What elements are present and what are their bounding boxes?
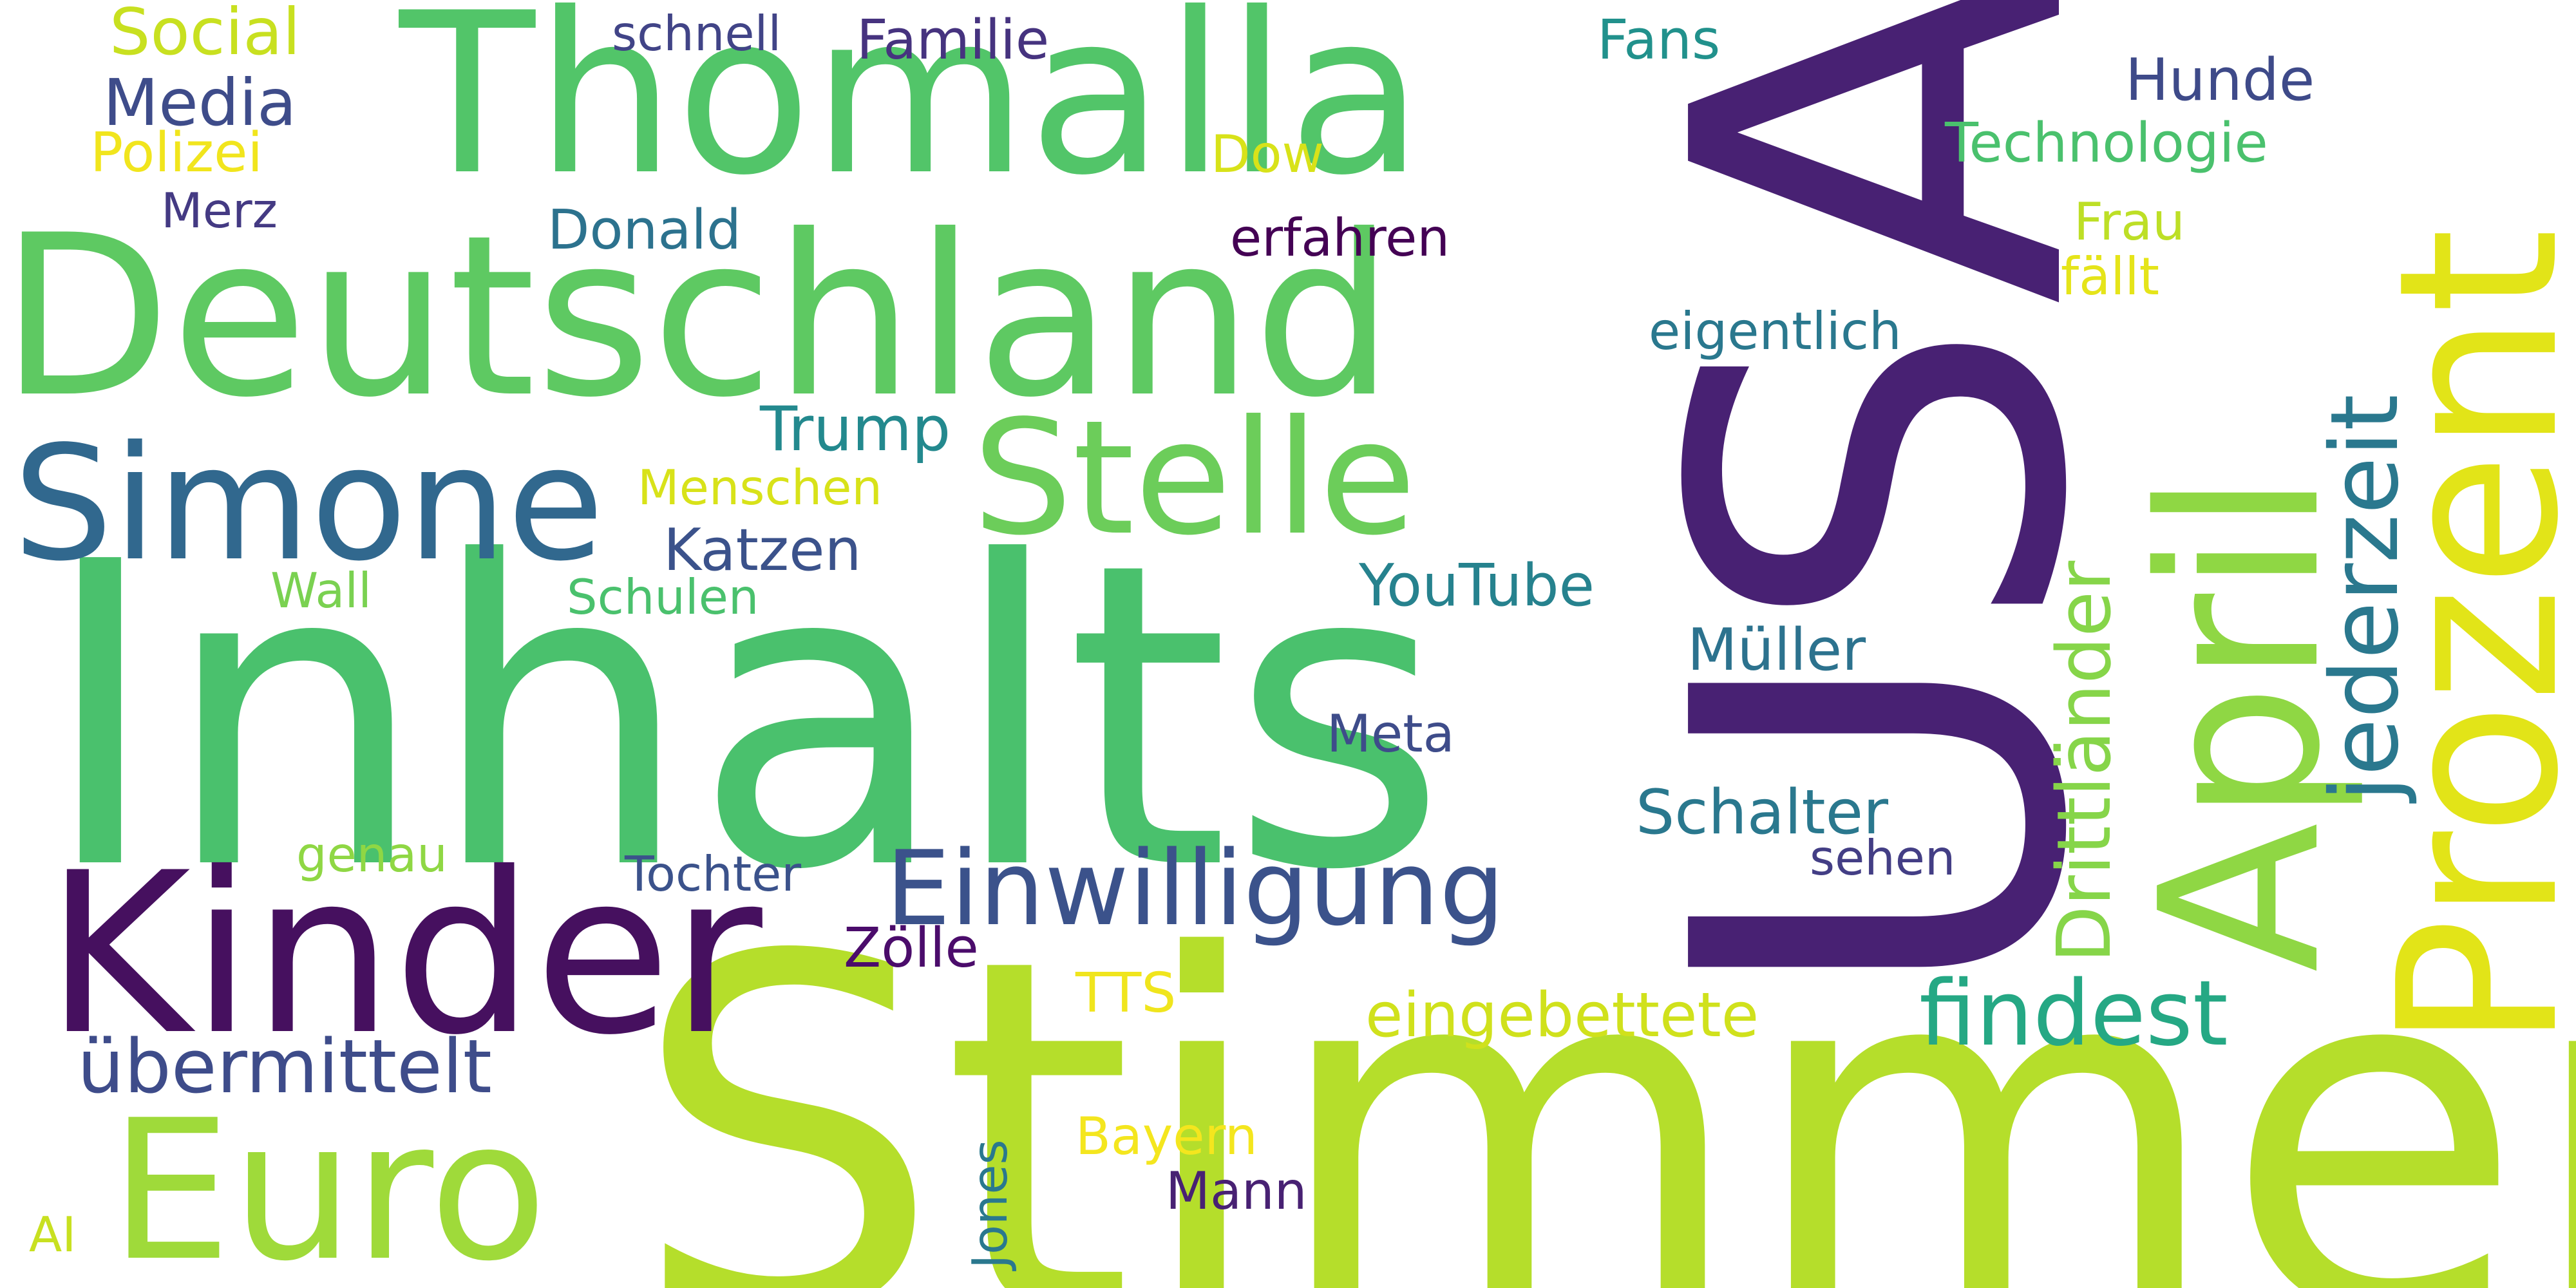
word-jones: Jones — [961, 1139, 1018, 1269]
word-stelle: Stelle — [972, 386, 1417, 570]
word-polizei: Polizei — [90, 121, 263, 185]
word-kinder: Kinder — [45, 826, 762, 1084]
word-simone: Simone — [13, 412, 605, 596]
word-genau: genau — [296, 826, 448, 883]
word-menschen: Menschen — [638, 459, 882, 516]
word-media: Media — [103, 65, 297, 140]
word-eigentlich: eigentlich — [1649, 301, 1902, 361]
word-sehen: sehen — [1810, 829, 1956, 886]
word-wall: Wall — [270, 562, 372, 619]
word-schalter: Schalter — [1636, 777, 1889, 848]
word-familie: Familie — [857, 8, 1050, 72]
word-drittlaender: Drittländer — [2041, 560, 2128, 963]
word-stimmen: Stimmen — [631, 855, 2576, 1288]
word-technologie: Technologie — [1945, 111, 2268, 175]
word-dow: Dow — [1211, 124, 1324, 184]
word-meta: Meta — [1327, 704, 1455, 764]
word-bayern: Bayern — [1075, 1106, 1258, 1166]
word-faellt: fällt — [2061, 247, 2160, 307]
word-jederzeit: jederzeit — [2311, 394, 2420, 802]
word-trump: Trump — [760, 394, 951, 465]
word-thomalla: Thomalla — [399, 0, 1425, 224]
word-donald: Donald — [547, 198, 741, 262]
word-youtube: YouTube — [1359, 552, 1595, 620]
word-schulen: Schulen — [567, 569, 759, 625]
word-katzen: Katzen — [663, 516, 862, 584]
word-schnell: schnell — [612, 5, 782, 62]
word-zoelle: Zölle — [844, 916, 979, 980]
word-mueller: Müller — [1687, 616, 1866, 684]
word-mann: Mann — [1166, 1161, 1307, 1221]
word-erfahren: erfahren — [1230, 208, 1450, 268]
word-frau: Frau — [2074, 192, 2185, 252]
word-ai: AI — [29, 1206, 77, 1263]
word-inhalts: Inhalts — [39, 475, 1448, 961]
word-eingebettete: eingebettete — [1365, 980, 1759, 1051]
word-tochter: Tochter — [625, 846, 802, 902]
word-deutschland: Deutschland — [0, 188, 1394, 446]
word-euro: Euro — [109, 1079, 547, 1288]
word-uebermittelt: übermittelt — [77, 1024, 492, 1110]
word-fans: Fans — [1597, 8, 1721, 72]
word-einwilligung: Einwilligung — [886, 828, 1505, 949]
word-social: Social — [109, 0, 301, 70]
word-hunde: Hunde — [2125, 46, 2315, 114]
word-merz: Merz — [161, 182, 278, 239]
word-findest: findest — [1919, 961, 2228, 1066]
word-tts: TTS — [1075, 961, 1177, 1025]
